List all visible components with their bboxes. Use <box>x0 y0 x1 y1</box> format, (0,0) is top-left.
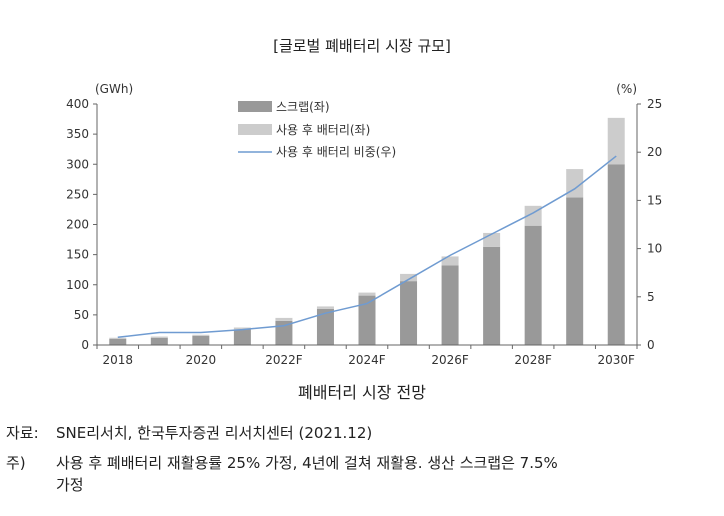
source-note: 자료: SNE리서치, 한국투자증권 리서치센터 (2021.12) <box>6 422 372 444</box>
legend: 스크랩(좌) 사용 후 배터리(좌) 사용 후 배터리 비중(우) <box>238 100 396 159</box>
bar-scrap-2029F <box>566 197 584 345</box>
bar-used-battery-2021 <box>233 327 251 330</box>
left-tick-label: 200 <box>66 218 89 232</box>
bar-scrap-2018 <box>109 338 127 345</box>
legend-swatch-used-battery <box>238 124 272 135</box>
bar-scrap-2020 <box>192 335 210 345</box>
chart-caption: 폐배터리 시장 전망 <box>298 383 426 402</box>
left-tick-label: 350 <box>66 127 89 141</box>
right-tick-label: 10 <box>647 242 662 256</box>
bar-scrap-2025F <box>400 281 418 345</box>
legend-label-scrap: 스크랩(좌) <box>276 100 330 114</box>
footnote: 주) 사용 후 폐배터리 재활용률 25% 가정, 4년에 걸쳐 재활용. 생산 … <box>6 452 706 496</box>
bar-used-battery-2019 <box>150 336 168 338</box>
right-axis: 0 5 10 15 20 25 <box>636 97 662 352</box>
bar-used-battery-2018 <box>109 337 127 339</box>
legend-label-share: 사용 후 배터리 비중(우) <box>276 145 396 159</box>
line-used-battery-share <box>117 155 617 339</box>
legend-label-used-battery: 사용 후 배터리(좌) <box>276 123 370 137</box>
right-axis-unit: (%) <box>616 82 637 96</box>
right-tick-label: 25 <box>647 97 662 111</box>
left-tick-label: 0 <box>81 338 89 352</box>
right-tick-label: 20 <box>647 145 662 159</box>
bar-scrap-2030F <box>607 164 625 345</box>
left-tick-label: 150 <box>66 248 89 262</box>
chart-title: [글로벌 폐배터리 시장 규모] <box>273 37 451 55</box>
footnote-text: 사용 후 폐배터리 재활용률 25% 가정, 4년에 걸쳐 재활용. 생산 스크… <box>56 454 558 472</box>
legend-swatch-scrap <box>238 101 272 112</box>
bar-scrap-2027F <box>483 246 501 345</box>
source-text: SNE리서치, 한국투자증권 리서치센터 (2021.12) <box>56 424 373 442</box>
bar-series <box>109 117 625 345</box>
bar-used-battery-2026F <box>441 256 459 266</box>
bar-scrap-2028F <box>524 225 542 345</box>
bar-used-battery-2027F <box>483 232 501 247</box>
bar-scrap-2019 <box>150 337 168 345</box>
bar-used-battery-2022F <box>275 317 293 321</box>
left-tick-label: 300 <box>66 157 89 171</box>
footnote-label: 주) <box>6 454 26 472</box>
bar-scrap-2024F <box>358 295 376 345</box>
right-tick-label: 5 <box>647 290 655 304</box>
source-label: 자료: <box>6 424 39 442</box>
left-tick-label: 50 <box>74 308 89 322</box>
bar-scrap-2026F <box>441 265 459 345</box>
left-axis-unit: (GWh) <box>95 82 133 96</box>
bar-scrap-2022F <box>275 320 293 345</box>
x-tick-label: 2024F <box>348 353 386 367</box>
bar-used-battery-2029F <box>566 169 584 198</box>
bar-used-battery-2024F <box>358 292 376 296</box>
left-tick-label: 100 <box>66 278 89 292</box>
bar-scrap-2021 <box>233 329 251 345</box>
right-tick-label: 0 <box>647 338 655 352</box>
left-tick-label: 400 <box>66 97 89 111</box>
battery-market-chart: [글로벌 폐배터리 시장 규모] (GWh) (%) 0501001502002… <box>66 37 662 402</box>
bar-used-battery-2030F <box>607 117 625 165</box>
x-tick-label: 2020 <box>186 353 217 367</box>
bar-scrap-2023F <box>316 308 334 345</box>
bar-used-battery-2020 <box>192 334 210 336</box>
left-tick-label: 250 <box>66 187 89 201</box>
x-tick-label: 2022F <box>265 353 303 367</box>
right-tick-label: 15 <box>647 193 662 207</box>
x-tick-label: 2028F <box>514 353 552 367</box>
x-axis: 2018 2020 2022F 2024F 2026F 2028F 2030F <box>96 345 638 367</box>
line-series <box>117 155 617 339</box>
x-tick-label: 2018 <box>102 353 133 367</box>
bar-used-battery-2023F <box>316 306 334 309</box>
x-tick-label: 2026F <box>431 353 469 367</box>
left-axis: 0 50 100 150 200 250 300 350 400 <box>66 97 98 352</box>
x-tick-label: 2030F <box>598 353 636 367</box>
bar-used-battery-2025F <box>400 273 418 282</box>
footnote-text-cont: 가정 <box>56 476 84 494</box>
